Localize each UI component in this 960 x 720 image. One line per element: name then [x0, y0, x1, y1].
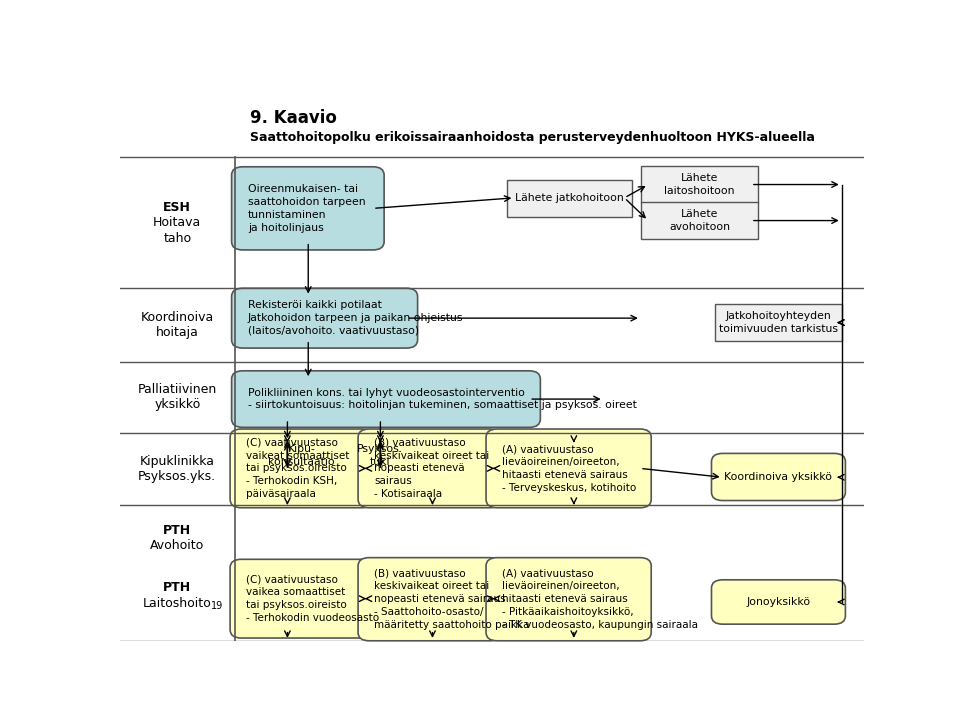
Text: (B) vaativuustaso
keskivaikeat oireet tai
nopeasti etenevä
sairaus
- Kotisairaal: (B) vaativuustaso keskivaikeat oireet ta…	[374, 438, 490, 499]
Text: Jonoyksikkö: Jonoyksikkö	[746, 597, 810, 607]
Text: Jatkohoitoyhteyden
toimivuuden tarkistus: Jatkohoitoyhteyden toimivuuden tarkistus	[719, 312, 838, 334]
Text: (C) vaativuustaso
vaikeat somaattiset
tai psyksos.oireisto
- Terhokodin KSH,
päi: (C) vaativuustaso vaikeat somaattiset ta…	[247, 438, 349, 499]
Text: PTH: PTH	[163, 581, 191, 594]
Text: Kipu-
konsultaatio: Kipu- konsultaatio	[268, 444, 335, 467]
Text: Rekisteröi kaikki potilaat
Jatkohoidon tarpeen ja paikan ohjeistus
(laitos/avoho: Rekisteröi kaikki potilaat Jatkohoidon t…	[248, 300, 464, 336]
Text: Koordinoiva yksikkö: Koordinoiva yksikkö	[725, 472, 832, 482]
Text: Laitoshoito: Laitoshoito	[143, 597, 211, 610]
FancyBboxPatch shape	[230, 429, 372, 508]
Text: Saattohoitopolku erikoissairaanhoidosta perusterveydenhuoltoon HYKS-alueella: Saattohoitopolku erikoissairaanhoidosta …	[251, 131, 815, 144]
Text: hoitaja: hoitaja	[156, 326, 199, 339]
FancyBboxPatch shape	[486, 557, 651, 641]
FancyBboxPatch shape	[507, 179, 632, 217]
FancyBboxPatch shape	[486, 429, 651, 508]
FancyBboxPatch shape	[641, 166, 758, 203]
FancyBboxPatch shape	[641, 202, 758, 239]
Text: ESH: ESH	[163, 201, 191, 214]
Text: yksikkö: yksikkö	[155, 398, 201, 411]
FancyBboxPatch shape	[715, 305, 842, 341]
Text: Avohoito: Avohoito	[150, 539, 204, 552]
Text: Psyksos.yks.: Psyksos.yks.	[138, 470, 216, 483]
Text: (C) vaativuustaso
vaikea somaattiset
tai psyksos.oireisto
- Terhokodin vuodeosas: (C) vaativuustaso vaikea somaattiset tai…	[247, 575, 379, 623]
FancyBboxPatch shape	[340, 433, 420, 478]
Text: (A) vaativuustaso
lieväoireinen/oireeton,
hitaasti etenevä sairaus
- Terveyskesk: (A) vaativuustaso lieväoireinen/oireeton…	[502, 444, 636, 492]
Text: Psyksos.
tuki: Psyksos. tuki	[356, 444, 402, 467]
FancyBboxPatch shape	[711, 454, 846, 500]
Text: Polikliininen kons. tai lyhyt vuodeosastointerventio
- siirtokuntoisuus: hoitoli: Polikliininen kons. tai lyhyt vuodeosast…	[248, 387, 636, 410]
FancyBboxPatch shape	[358, 429, 501, 508]
Text: (B) vaativuustaso
keskivaikeat oireet tai
nopeasti etenevä sairaus
- Saattohoito: (B) vaativuustaso keskivaikeat oireet ta…	[374, 569, 530, 630]
Text: Lähete
avohoitoon: Lähete avohoitoon	[669, 209, 730, 232]
FancyBboxPatch shape	[358, 557, 501, 641]
FancyBboxPatch shape	[231, 288, 418, 348]
FancyBboxPatch shape	[711, 580, 846, 624]
Text: Lähete
laitoshoitoon: Lähete laitoshoitoon	[664, 173, 734, 196]
FancyBboxPatch shape	[231, 371, 540, 428]
Text: Hoitava: Hoitava	[154, 216, 202, 229]
Text: Kipuklinikka: Kipuklinikka	[140, 454, 215, 468]
Text: Lähete jatkohoitoon: Lähete jatkohoitoon	[515, 193, 624, 203]
FancyBboxPatch shape	[230, 559, 372, 638]
Text: (A) vaativuustaso
lieväoireinen/oireeton,
hitaasti etenevä sairaus
- Pitkäaikais: (A) vaativuustaso lieväoireinen/oireeton…	[502, 569, 699, 630]
Text: 9. Kaavio: 9. Kaavio	[251, 109, 337, 127]
Text: Koordinoiva: Koordinoiva	[141, 310, 214, 323]
Text: taho: taho	[163, 232, 191, 245]
Text: 19: 19	[211, 601, 223, 611]
FancyBboxPatch shape	[253, 433, 349, 478]
Text: Oireenmukaisen- tai
saattohoidon tarpeen
tunnistaminen
ja hoitolinjaus: Oireenmukaisen- tai saattohoidon tarpeen…	[248, 184, 366, 233]
Text: Palliatiivinen: Palliatiivinen	[137, 382, 217, 395]
Text: PTH: PTH	[163, 524, 191, 537]
FancyBboxPatch shape	[231, 167, 384, 250]
